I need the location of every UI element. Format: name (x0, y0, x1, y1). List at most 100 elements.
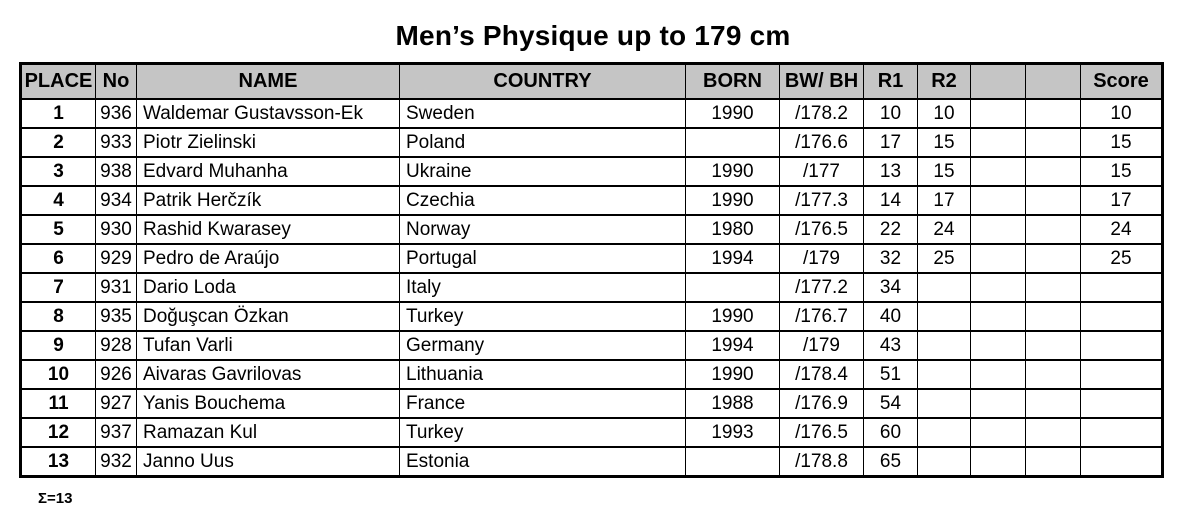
table-row: 3 938 Edvard Muhanha Ukraine 1990/177 13 15 15 (20, 156, 1163, 187)
cell-name: Dario Loda (136, 272, 400, 303)
cell-country: Czechia (399, 185, 686, 216)
cell-born: 1993 (685, 417, 780, 448)
column-header-no: No (95, 62, 137, 100)
results-table: PLACE No NAME COUNTRY BORN BW/ BH R1 R2 … (19, 62, 1164, 478)
cell-bwbh: /179 (779, 243, 864, 274)
table-row: 10 926 Aivaras Gavrilovas Lithuania 1990/178… (20, 359, 1163, 390)
cell-r2: 17 (917, 185, 971, 216)
cell-r2: 10 (917, 98, 971, 129)
cell-born: 1990 (685, 156, 780, 187)
cell-score: 15 (1080, 156, 1163, 187)
cell-place: 8 (20, 301, 96, 332)
column-header-born: BORN (685, 62, 780, 100)
cell-extra1 (970, 301, 1026, 332)
cell-r1: 43 (863, 330, 918, 361)
cell-r1: 34 (863, 272, 918, 303)
cell-country: Sweden (399, 98, 686, 129)
cell-born: 1990 (685, 185, 780, 216)
cell-extra2 (1025, 98, 1081, 129)
cell-no: 930 (95, 214, 137, 245)
cell-r2 (917, 388, 971, 419)
cell-no: 931 (95, 272, 137, 303)
cell-r1: 54 (863, 388, 918, 419)
cell-country: Norway (399, 214, 686, 245)
cell-place: 3 (20, 156, 96, 187)
cell-name: Rashid Kwarasey (136, 214, 400, 245)
cell-r2: 15 (917, 127, 971, 158)
cell-r2 (917, 301, 971, 332)
cell-extra2 (1025, 127, 1081, 158)
cell-r1: 13 (863, 156, 918, 187)
cell-score: 24 (1080, 214, 1163, 245)
athlete-count-sum: Σ=13 (38, 490, 73, 507)
cell-bwbh: /179 (779, 330, 864, 361)
cell-r1: 10 (863, 98, 918, 129)
cell-place: 10 (20, 359, 96, 390)
cell-bwbh: /176.7 (779, 301, 864, 332)
table-row: 12 937 Ramazan Kul Turkey 1993/176.5 60 (20, 417, 1163, 448)
cell-bwbh: /176.9 (779, 388, 864, 419)
cell-bwbh: /177.3 (779, 185, 864, 216)
cell-no: 932 (95, 446, 137, 478)
table-row: 5 930 Rashid Kwarasey Norway 1980/176.5 22 24 2… (20, 214, 1163, 245)
cell-no: 938 (95, 156, 137, 187)
cell-extra1 (970, 359, 1026, 390)
cell-country: Lithuania (399, 359, 686, 390)
cell-score (1080, 301, 1163, 332)
cell-score (1080, 417, 1163, 448)
cell-no: 937 (95, 417, 137, 448)
cell-extra1 (970, 156, 1026, 187)
cell-place: 6 (20, 243, 96, 274)
cell-extra1 (970, 446, 1026, 478)
table-row: 2 933 Piotr Zielinski Poland/176.6 17 15 15 (20, 127, 1163, 158)
cell-bwbh: /176.5 (779, 417, 864, 448)
cell-r1: 32 (863, 243, 918, 274)
cell-score (1080, 359, 1163, 390)
cell-no: 928 (95, 330, 137, 361)
cell-r2: 25 (917, 243, 971, 274)
cell-r1: 22 (863, 214, 918, 245)
cell-extra1 (970, 330, 1026, 361)
cell-r1: 17 (863, 127, 918, 158)
cell-born: 1990 (685, 98, 780, 129)
cell-score: 10 (1080, 98, 1163, 129)
cell-r2 (917, 330, 971, 361)
cell-country: Portugal (399, 243, 686, 274)
table-body: 1 936 Waldemar Gustavsson-Ek Sweden 1990/178… (20, 98, 1163, 478)
cell-no: 926 (95, 359, 137, 390)
cell-country: Poland (399, 127, 686, 158)
table-row: 11 927 Yanis Bouchema France 1988/176.9 54 (20, 388, 1163, 419)
column-header-bwbh: BW/ BH (779, 62, 864, 100)
cell-extra2 (1025, 330, 1081, 361)
cell-no: 933 (95, 127, 137, 158)
cell-name: Pedro de Araújo (136, 243, 400, 274)
cell-bwbh: /178.4 (779, 359, 864, 390)
cell-country: Italy (399, 272, 686, 303)
cell-bwbh: /178.8 (779, 446, 864, 478)
cell-no: 929 (95, 243, 137, 274)
cell-r2: 15 (917, 156, 971, 187)
column-header-name: NAME (136, 62, 400, 100)
column-header-place: PLACE (20, 62, 96, 100)
cell-r2: 24 (917, 214, 971, 245)
cell-r1: 51 (863, 359, 918, 390)
cell-score: 25 (1080, 243, 1163, 274)
cell-bwbh: /178.2 (779, 98, 864, 129)
cell-bwbh: /177.2 (779, 272, 864, 303)
cell-born (685, 127, 780, 158)
cell-extra1 (970, 417, 1026, 448)
cell-name: Edvard Muhanha (136, 156, 400, 187)
cell-place: 5 (20, 214, 96, 245)
cell-no: 927 (95, 388, 137, 419)
column-header-extra2 (1025, 62, 1081, 100)
cell-born (685, 272, 780, 303)
cell-place: 12 (20, 417, 96, 448)
cell-born: 1994 (685, 243, 780, 274)
cell-place: 2 (20, 127, 96, 158)
column-header-score: Score (1080, 62, 1163, 100)
cell-r1: 65 (863, 446, 918, 478)
cell-extra1 (970, 127, 1026, 158)
table-row: 4 934 Patrik Herčzík Czechia 1990/177.3 14 17 1… (20, 185, 1163, 216)
cell-born: 1990 (685, 301, 780, 332)
cell-extra1 (970, 272, 1026, 303)
